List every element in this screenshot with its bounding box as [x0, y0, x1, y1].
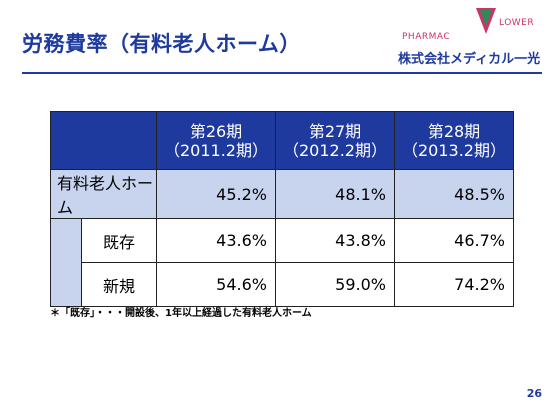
labor-cost-table: 第26期 （2011.2期） 第27期 （2012.2期） 第28期 （2013… [50, 111, 514, 307]
table-header-row: 第26期 （2011.2期） 第27期 （2012.2期） 第28期 （2013… [50, 111, 514, 170]
header-date: （2013.2期） [402, 140, 506, 160]
cell-value: 48.5% [394, 169, 514, 219]
header-period: 第27期 [308, 121, 362, 141]
cell-value: 59.0% [275, 262, 395, 307]
page-title: 労務費率（有料老人ホーム） [22, 32, 301, 56]
table-row-new: 新規 54.6% 59.0% 74.2% [51, 262, 514, 307]
cell-value: 43.6% [156, 218, 276, 263]
header-cell-27: 第27期 （2012.2期） [275, 111, 395, 170]
logo-brand-right: LOWER [499, 18, 535, 28]
cell-value: 74.2% [394, 262, 514, 307]
header-cell-28: 第28期 （2013.2期） [394, 111, 514, 170]
cell-value: 45.2% [156, 169, 276, 219]
table-row-existing: 既存 43.6% 43.8% 46.7% [50, 218, 514, 307]
header-date: （2011.2期） [164, 140, 268, 160]
footnote: ＊「既存」・・・開設後、1年以上経過した有料老人ホーム [50, 308, 312, 319]
row-label-new: 新規 [81, 262, 157, 307]
cell-value: 54.6% [156, 262, 276, 307]
title-underline [22, 72, 542, 74]
header-cell-26: 第26期 （2011.2期） [156, 111, 276, 170]
header-period: 第28期 [427, 121, 481, 141]
table-row-total: 有料老人ホーム 45.2% 48.1% 48.5% [50, 169, 514, 219]
cell-value: 46.7% [394, 218, 514, 263]
cell-value: 48.1% [275, 169, 395, 219]
header-date: （2012.2期） [283, 140, 387, 160]
header-period: 第26期 [189, 121, 243, 141]
header-blank-cell [50, 111, 157, 170]
company-logo: PHARMAC LOWER 株式会社メディカル一光 [392, 6, 552, 68]
page-number: 26 [526, 387, 542, 400]
flower-logo-icon [476, 8, 496, 34]
row-label-total: 有料老人ホーム [50, 169, 157, 219]
row-label-existing: 既存 [81, 218, 157, 263]
indent-cell [50, 218, 82, 307]
logo-brand-left: PHARMAC [402, 32, 451, 42]
company-name: 株式会社メディカル一光 [398, 52, 541, 67]
cell-value: 43.8% [275, 218, 395, 263]
